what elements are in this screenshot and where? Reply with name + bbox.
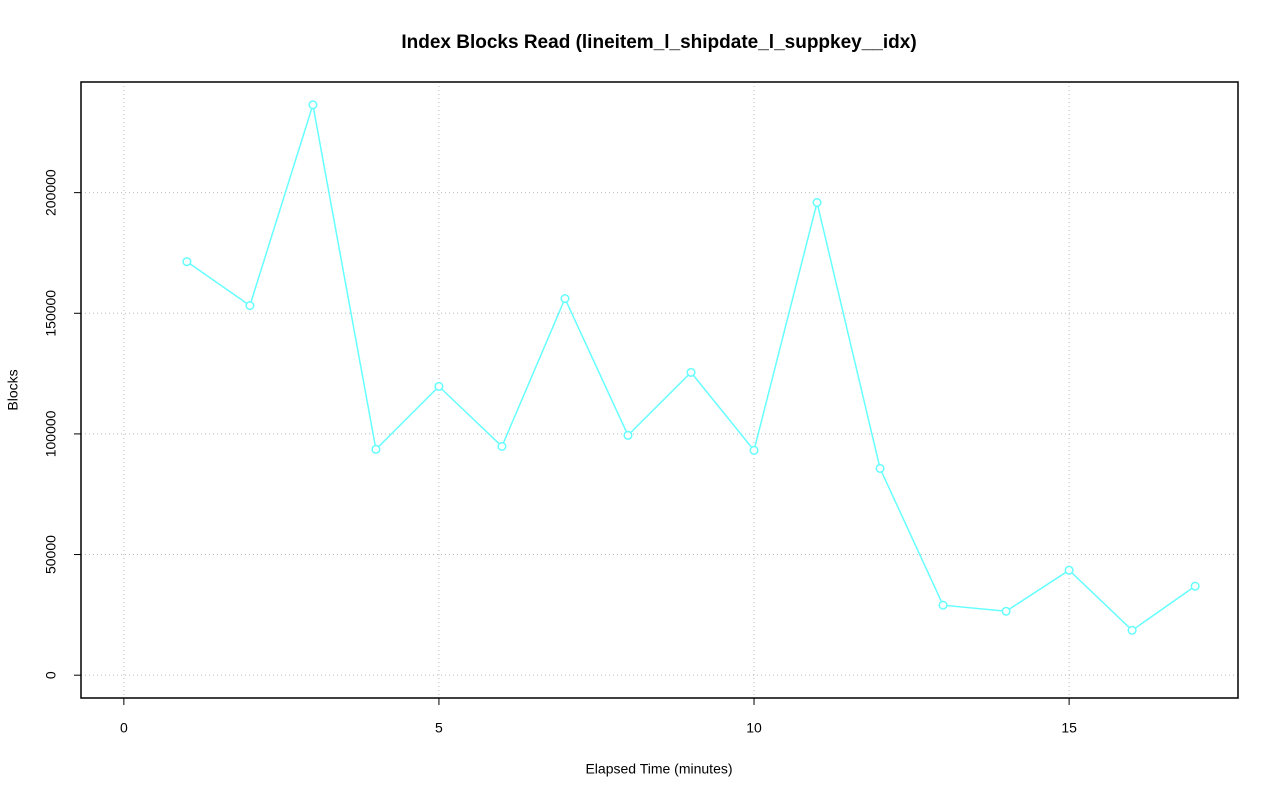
point — [245, 301, 255, 311]
point — [434, 381, 444, 391]
point — [1127, 625, 1137, 635]
y-tick-label: 0 — [43, 671, 59, 679]
point — [308, 100, 318, 110]
point — [875, 463, 885, 473]
point — [1064, 565, 1074, 575]
point — [497, 441, 507, 452]
x-axis-label: Elapsed Time (minutes) — [585, 761, 732, 777]
y-axis-label: Blocks — [5, 369, 21, 410]
point — [371, 444, 381, 454]
point — [938, 600, 948, 610]
point — [623, 430, 633, 440]
y-tick-label: 150000 — [43, 290, 59, 337]
x-tick-label: 10 — [746, 720, 762, 736]
x-tick-label: 5 — [435, 720, 443, 736]
y-tick-label: 50000 — [43, 535, 59, 574]
point — [812, 197, 822, 208]
plot-frame — [80, 81, 1239, 699]
y-tick-label: 100000 — [43, 410, 59, 457]
point — [560, 294, 570, 304]
series-line — [186, 104, 1196, 632]
point — [1001, 606, 1011, 616]
point — [1190, 581, 1200, 591]
y-tick-label: 200000 — [43, 169, 59, 216]
point — [182, 257, 192, 267]
chart-title: Index Blocks Read (lineitem_l_shipdate_l… — [401, 32, 916, 53]
x-tick-label: 15 — [1061, 720, 1077, 736]
point — [749, 445, 759, 455]
point — [686, 367, 696, 377]
x-tick-label: 0 — [120, 720, 128, 736]
